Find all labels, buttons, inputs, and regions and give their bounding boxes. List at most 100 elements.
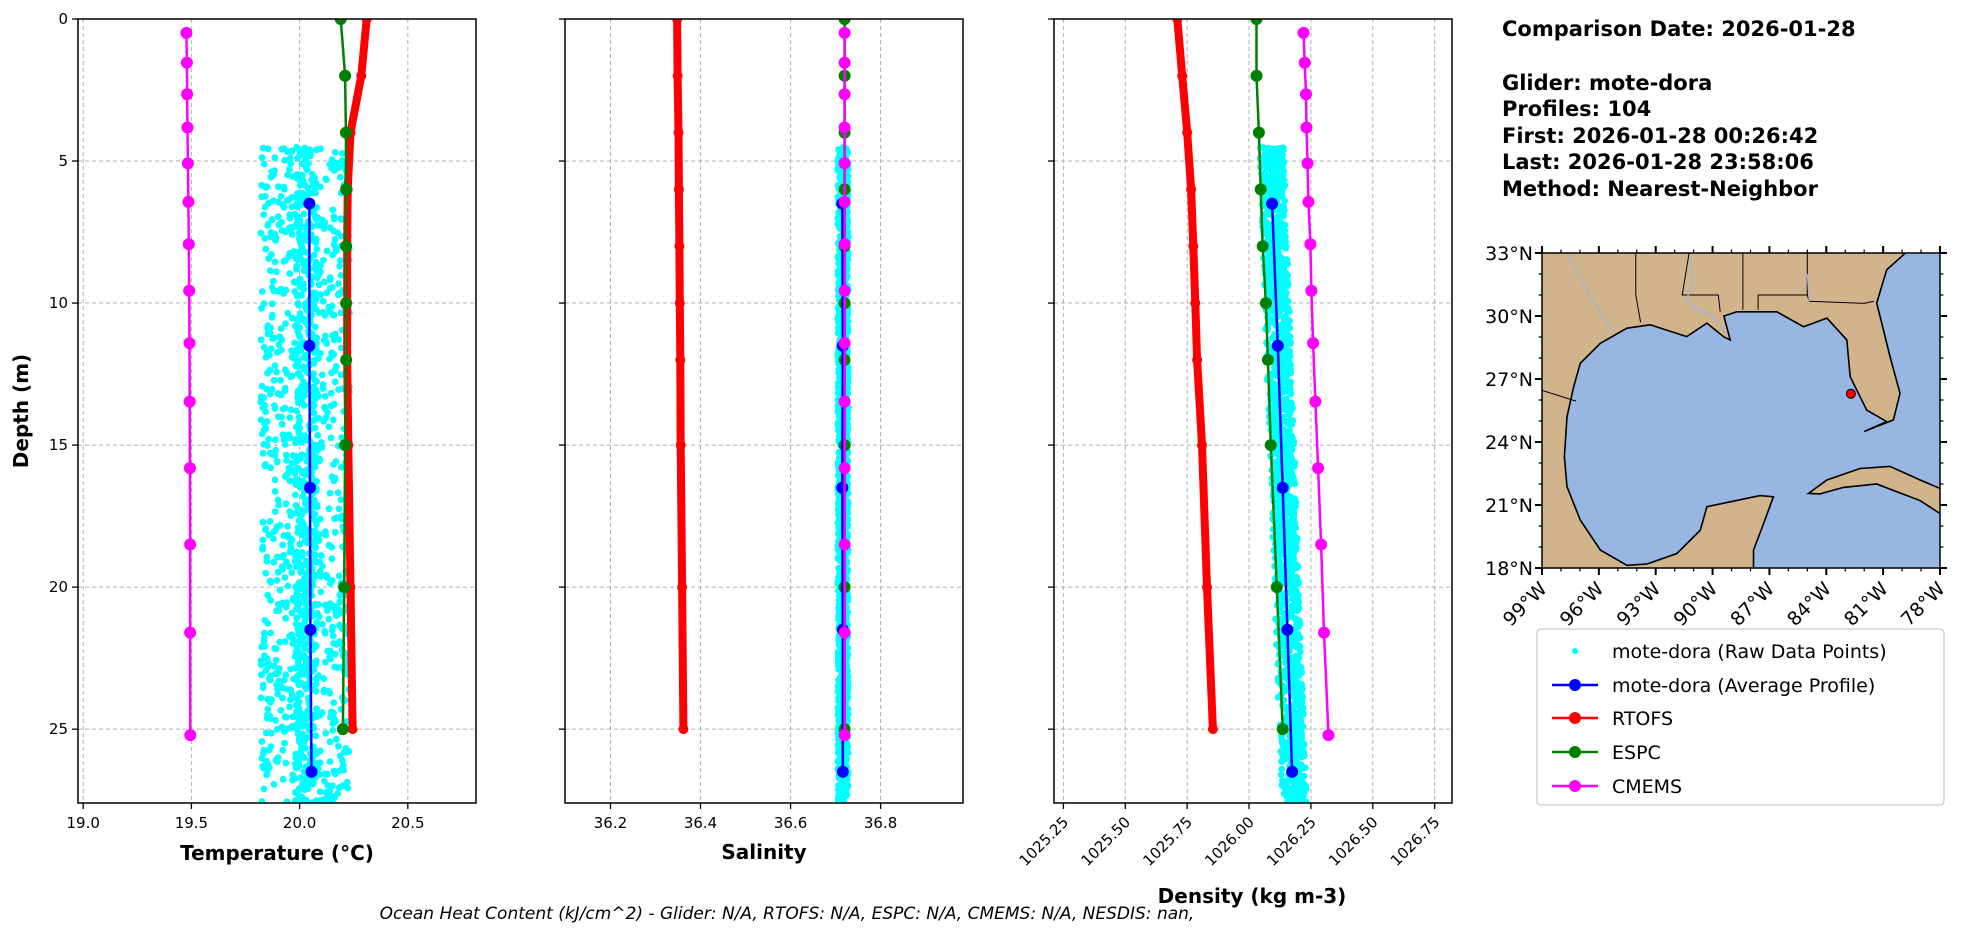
- espc-marker: [340, 183, 353, 196]
- raw-data-point: [290, 278, 298, 286]
- raw-data-point: [292, 648, 300, 656]
- depth-tick-label: 10: [49, 294, 68, 312]
- state-border: [1757, 253, 1808, 310]
- raw-data-point: [321, 403, 328, 411]
- map-lon-label: 99°W: [1499, 578, 1552, 631]
- location-map: 33°N 30°N 27°N 24°N 21°N 18°N99°W 96°W 93°W 90°W…: [1485, 243, 1950, 631]
- raw-data-point: [314, 214, 322, 222]
- density-x-tick-label: 1025.25: [1016, 813, 1073, 870]
- raw-data-point: [298, 291, 305, 299]
- raw-data-point: [265, 531, 273, 539]
- raw-data-point: [319, 381, 327, 388]
- legend-marker-swatch: [1569, 780, 1581, 792]
- raw-data-point: [281, 713, 289, 721]
- espc-marker: [1276, 723, 1289, 736]
- raw-data-point: [330, 336, 338, 344]
- raw-data-point: [278, 553, 286, 561]
- first-time: First: 2026-01-28 00:26:42: [1502, 124, 1818, 148]
- raw-data-point: [266, 518, 274, 525]
- raw-data-point: [315, 537, 323, 544]
- raw-data-point: [321, 278, 328, 286]
- rtofs-marker: [1190, 298, 1201, 309]
- legend-entry: mote-dora (Raw Data Points): [1572, 641, 1887, 663]
- raw-data-point: [286, 270, 294, 277]
- raw-data-point: [281, 739, 288, 747]
- cmems-marker: [1315, 538, 1328, 551]
- raw-data-point: [844, 425, 852, 432]
- raw-data-point: [312, 687, 320, 695]
- espc-marker: [1256, 240, 1269, 253]
- raw-data-point: [325, 303, 333, 311]
- raw-data-point: [293, 407, 300, 415]
- raw-data-point: [1278, 277, 1286, 285]
- legend-entry: RTOFS: [1552, 708, 1673, 730]
- raw-data-point: [317, 145, 324, 153]
- raw-data-point: [296, 280, 303, 287]
- raw-data-point: [283, 370, 291, 377]
- raw-data-point: [337, 215, 345, 223]
- raw-data-point: [296, 560, 304, 568]
- raw-data-point: [295, 757, 303, 765]
- raw-data-point: [296, 417, 304, 425]
- raw-data-point: [320, 308, 327, 316]
- raw-data-point: [260, 629, 268, 637]
- glider-average-marker: [1271, 339, 1284, 352]
- raw-data-point: [1278, 781, 1286, 789]
- raw-data-point: [296, 333, 304, 341]
- raw-data-point: [295, 638, 303, 645]
- espc-marker: [1252, 126, 1265, 139]
- rtofs-marker: [1188, 241, 1199, 252]
- raw-data-point: [322, 572, 330, 579]
- raw-data-point: [261, 235, 269, 242]
- cmems-marker: [1297, 26, 1310, 39]
- raw-data-point: [836, 277, 843, 285]
- raw-data-point: [325, 505, 333, 513]
- raw-data-point: [272, 656, 280, 664]
- raw-data-point: [1278, 219, 1285, 227]
- raw-data-point: [837, 149, 845, 157]
- raw-data-point: [835, 267, 842, 275]
- raw-data-point: [264, 325, 272, 333]
- depth-axis-label: Depth (m): [9, 354, 33, 468]
- rtofs-marker: [672, 19, 683, 24]
- raw-data-point: [260, 160, 268, 168]
- raw-data-point: [294, 702, 302, 709]
- raw-data-point: [342, 781, 350, 789]
- raw-data-point: [304, 184, 312, 192]
- raw-data-point: [316, 759, 324, 767]
- raw-data-point: [292, 362, 300, 370]
- raw-data-point: [1296, 765, 1304, 773]
- raw-data-point: [274, 213, 282, 221]
- raw-data-point: [296, 483, 304, 491]
- raw-data-point: [262, 526, 269, 533]
- glider-average-marker: [1286, 765, 1299, 778]
- raw-data-point: [283, 457, 290, 464]
- raw-data-point: [286, 477, 294, 485]
- raw-data-point: [300, 267, 308, 275]
- temperature-x-tick-label: 19.5: [175, 814, 208, 832]
- method: Method: Nearest-Neighbor: [1502, 177, 1819, 201]
- map-frame: [1541, 252, 1941, 569]
- raw-data-point: [1288, 399, 1295, 407]
- raw-data-point: [1292, 538, 1300, 546]
- raw-data-point: [274, 690, 282, 698]
- raw-data-point: [292, 458, 300, 465]
- depth-tick-label: 0: [58, 10, 68, 28]
- raw-data-point: [262, 183, 270, 191]
- raw-data-point: [328, 577, 336, 584]
- raw-data-point: [293, 593, 300, 601]
- raw-data-point: [264, 705, 272, 713]
- rtofs-marker: [1172, 19, 1183, 24]
- raw-data-point: [283, 685, 291, 693]
- raw-data-point: [282, 500, 290, 508]
- raw-data-point: [294, 653, 302, 661]
- raw-data-point: [296, 340, 304, 348]
- raw-data-point: [1280, 640, 1288, 648]
- glider-average-marker: [1266, 197, 1279, 210]
- raw-data-point: [1265, 250, 1273, 257]
- raw-data-point: [835, 524, 843, 532]
- raw-data-point: [834, 383, 842, 391]
- raw-data-point: [257, 229, 265, 237]
- raw-data-point: [326, 600, 334, 608]
- raw-data-point: [286, 154, 294, 162]
